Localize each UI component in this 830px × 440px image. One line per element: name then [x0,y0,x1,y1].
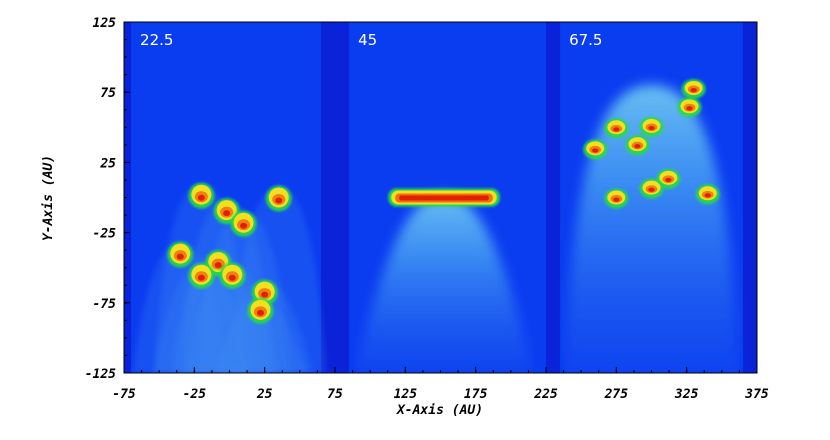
clump [188,182,215,209]
x-tick-label: 275 [604,387,629,402]
clump [188,262,215,289]
x-tick-label: 325 [674,387,699,402]
x-tick-label: 125 [394,387,418,402]
shock-front [388,188,500,207]
x-axis-title: X-Axis (AU) [396,403,483,418]
clump [695,184,720,205]
y-tick-label: 75 [100,86,116,101]
clump [625,135,650,156]
y-tick-label: 125 [93,16,117,31]
x-axis-ticks: -75 -25 25 75 125 175 225 275 325 375 [112,367,769,402]
panel-label: 45 [358,31,377,49]
clump [639,178,664,199]
y-tick-label: 25 [99,156,116,171]
clump [677,97,702,118]
clump [604,188,629,209]
clumps [167,78,720,324]
y-axis-ticks: -125 -75 -25 25 75 125 [85,16,130,382]
clump [230,210,257,237]
clump [167,241,194,268]
panel-label: 22.5 [140,31,173,49]
panel-labels: 22.5 45 67.5 [140,31,602,49]
clump [681,78,706,99]
clump [247,297,274,324]
x-tick-label: -25 [183,387,207,402]
clump [639,116,664,137]
plot-area [124,22,757,373]
panel-gaps [124,22,757,373]
panel-label: 67.5 [569,31,602,49]
y-tick-label: -25 [93,227,117,242]
plume-wake [213,298,308,373]
clump [656,168,681,189]
panel-gap [742,22,757,373]
clump [265,185,292,212]
panel-gap [320,22,350,373]
panel-gap [546,22,561,373]
plume-main [354,194,534,373]
plume-main [564,85,739,373]
y-axis-title: Y-Axis (AU) [41,155,56,241]
x-tick-label: -75 [112,387,136,402]
y-tick-label: -75 [93,297,117,312]
x-tick-label: 175 [464,387,488,402]
panel-gap [124,22,132,373]
x-tick-label: 75 [327,387,343,402]
clump [604,118,629,139]
y-tick-label: -125 [85,367,116,382]
clump [583,139,608,160]
x-tick-label: 25 [256,387,273,402]
clump [219,262,246,289]
x-tick-label: 225 [533,387,558,402]
x-tick-label: 375 [744,387,769,402]
